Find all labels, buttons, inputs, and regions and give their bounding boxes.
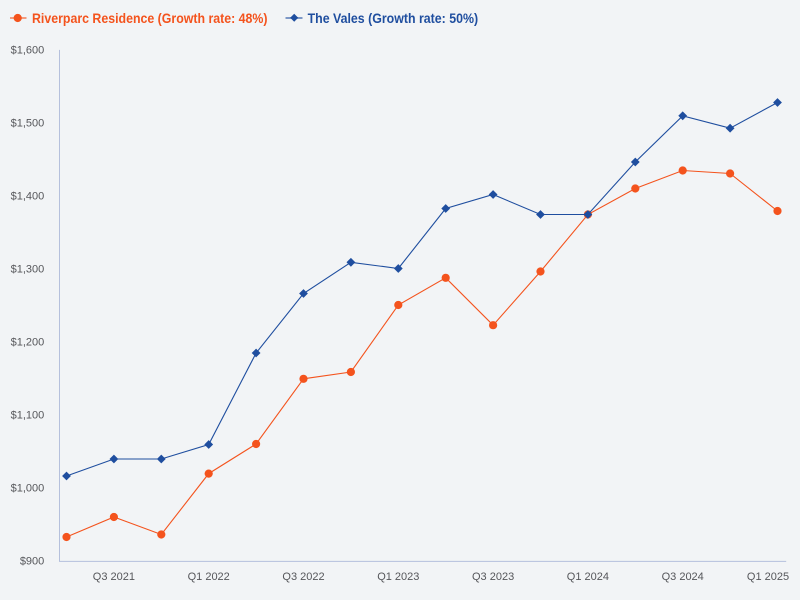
svg-text:Riverparc Residence (Growth ra: Riverparc Residence (Growth rate: 48%)	[32, 10, 268, 26]
svg-text:Q3 2021: Q3 2021	[93, 571, 135, 583]
svg-text:Q1 2024: Q1 2024	[567, 571, 609, 583]
svg-text:Q1 2025: Q1 2025	[747, 571, 789, 583]
svg-text:The Vales (Growth rate: 50%): The Vales (Growth rate: 50%)	[308, 10, 479, 26]
svg-text:Q3 2022: Q3 2022	[282, 571, 324, 583]
svg-text:$1,500: $1,500	[11, 117, 45, 129]
svg-text:Q3 2023: Q3 2023	[472, 571, 514, 583]
svg-text:$1,200: $1,200	[11, 337, 45, 349]
svg-text:$1,600: $1,600	[11, 44, 45, 56]
svg-text:$1,000: $1,000	[11, 483, 45, 495]
svg-text:Q3 2024: Q3 2024	[662, 571, 704, 583]
svg-text:$1,400: $1,400	[11, 191, 45, 203]
svg-text:Q1 2023: Q1 2023	[377, 571, 419, 583]
svg-text:$900: $900	[20, 556, 44, 568]
svg-text:$1,300: $1,300	[11, 264, 45, 276]
svg-text:$1,100: $1,100	[11, 410, 45, 422]
svg-text:Q1 2022: Q1 2022	[188, 571, 230, 583]
